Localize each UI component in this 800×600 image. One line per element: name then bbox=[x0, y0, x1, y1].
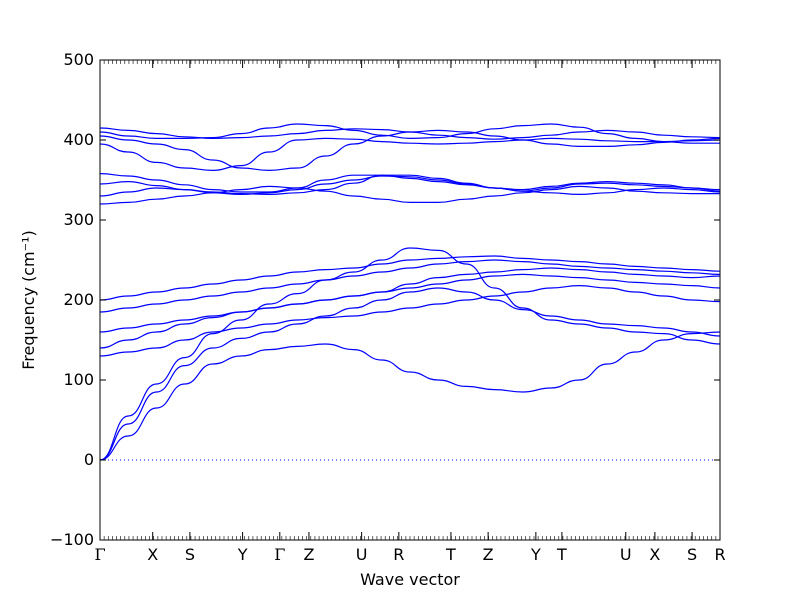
branch-line-7 bbox=[99, 259, 721, 313]
y-tick-label: 400 bbox=[63, 130, 94, 149]
branch-line-16 bbox=[99, 127, 721, 140]
branch-line-3 bbox=[99, 331, 721, 461]
y-axis: −100 0 100 200 300 400 500 bbox=[50, 50, 720, 549]
kpoint-label: Z bbox=[303, 545, 314, 564]
branch-line-1 bbox=[99, 247, 721, 461]
kpoint-label: Γ bbox=[94, 545, 105, 564]
plot-lines bbox=[99, 123, 721, 461]
y-tick-label: 200 bbox=[63, 290, 94, 309]
branch-line-5 bbox=[99, 273, 721, 349]
y-tick-label: 500 bbox=[63, 50, 94, 69]
y-axis-title: Frequency (cm⁻¹) bbox=[19, 230, 38, 369]
y-tick-label: 100 bbox=[63, 370, 94, 389]
kpoint-label: Y bbox=[237, 545, 248, 564]
branch-line-9 bbox=[99, 185, 720, 205]
y-tick-label: −100 bbox=[50, 530, 94, 549]
branch-line-15 bbox=[99, 123, 720, 144]
kpoint-label: S bbox=[687, 545, 697, 564]
kpoint-label: T bbox=[556, 545, 567, 564]
branch-line-14 bbox=[99, 129, 721, 172]
kpoint-label: U bbox=[356, 545, 368, 564]
kpoint-label: Γ bbox=[274, 545, 285, 564]
branch-line-4 bbox=[99, 284, 721, 357]
x-axis-title: Wave vector bbox=[360, 570, 460, 589]
branch-line-2 bbox=[99, 287, 721, 461]
branch-line-6 bbox=[99, 267, 721, 333]
branch-line-11 bbox=[99, 174, 721, 196]
y-tick-label: 0 bbox=[84, 450, 94, 469]
branch-line-10 bbox=[99, 175, 721, 197]
branch-line-12 bbox=[99, 173, 721, 193]
kpoint-label: R bbox=[393, 545, 404, 564]
y-axis-title-unit: (cm⁻¹) bbox=[19, 230, 38, 282]
kpoint-label: X bbox=[147, 545, 158, 564]
kpoint-label: U bbox=[620, 545, 632, 564]
y-axis-title-text: Frequency bbox=[19, 287, 38, 370]
y-tick-label: 300 bbox=[63, 210, 94, 229]
kpoint-label: R bbox=[714, 545, 725, 564]
high-symmetry-point-ticks bbox=[99, 60, 721, 540]
kpoint-label: Y bbox=[530, 545, 541, 564]
kpoint-label: Z bbox=[483, 545, 494, 564]
kpoint-label: S bbox=[185, 545, 195, 564]
kpoint-label: X bbox=[649, 545, 660, 564]
branch-line-8 bbox=[99, 255, 721, 301]
kpoint-label: T bbox=[445, 545, 456, 564]
branch-line-13 bbox=[99, 137, 721, 172]
